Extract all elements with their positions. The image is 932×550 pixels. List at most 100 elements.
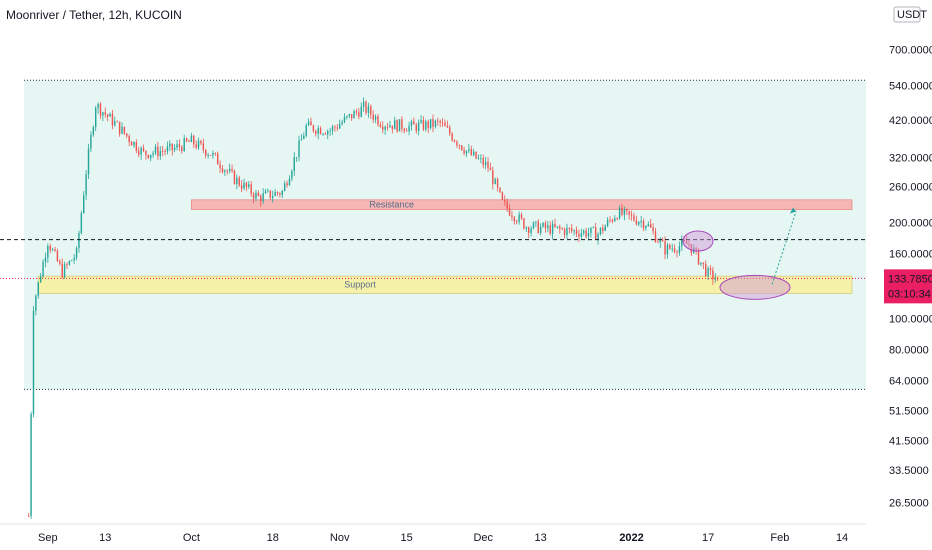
candle [80, 210, 83, 235]
candle [319, 126, 322, 135]
candle [492, 166, 494, 190]
candle [255, 189, 257, 202]
candle-body [334, 126, 336, 128]
currency-box [893, 6, 921, 23]
candle [176, 139, 178, 151]
candle [422, 116, 425, 132]
candle-body [556, 226, 559, 228]
candle-body [506, 201, 508, 209]
candle [49, 243, 51, 254]
candle [305, 123, 307, 138]
candle-body [525, 227, 528, 229]
candle [700, 262, 702, 267]
candle-body [379, 124, 382, 127]
x-tick-label: 13 [535, 532, 547, 544]
candle-body [140, 147, 142, 155]
candle [104, 107, 106, 118]
candle [338, 119, 341, 130]
candle-body [27, 516, 30, 517]
candle [535, 221, 537, 228]
candle-body [664, 241, 666, 255]
candle-body [410, 121, 413, 126]
candle [439, 119, 441, 128]
candle [590, 227, 592, 238]
candle-body [530, 228, 532, 233]
candle [460, 145, 463, 151]
candle [362, 97, 365, 112]
y-tick-label: 260.0000 [889, 181, 932, 193]
candle-body [147, 154, 150, 159]
candle [549, 221, 551, 236]
candle-body [279, 193, 281, 195]
candle-body [606, 219, 609, 226]
candle-body [480, 158, 482, 159]
candle-body [293, 157, 295, 172]
candle [128, 134, 130, 147]
candle [140, 146, 142, 160]
candle-body [214, 152, 217, 154]
x-tick-label: Nov [330, 532, 350, 544]
candle-body [559, 226, 561, 229]
candle-body [66, 264, 68, 266]
candle [614, 214, 616, 223]
candle-body [68, 260, 71, 265]
candle-body [544, 222, 547, 229]
candle-body [681, 239, 683, 247]
candle [295, 157, 298, 162]
y-tick-label: 51.5000 [889, 405, 929, 417]
candle-body [209, 155, 212, 156]
candle-body [396, 120, 398, 132]
candle [307, 118, 310, 126]
candle-body [190, 135, 193, 143]
candle [27, 513, 30, 517]
candle [343, 113, 346, 124]
candle-body [702, 262, 705, 265]
candle [145, 150, 147, 160]
candle-body [657, 242, 659, 243]
x-tick-label: Feb [770, 532, 789, 544]
candle-body [673, 248, 676, 252]
candle [360, 102, 362, 118]
candle [441, 118, 444, 127]
candle-body [690, 244, 693, 253]
candle-body [587, 232, 590, 237]
candle-body [61, 263, 63, 278]
candle [178, 139, 181, 152]
candle [676, 250, 678, 258]
candle [657, 238, 659, 244]
candle-body [348, 114, 350, 117]
candle [228, 163, 231, 174]
candle [30, 411, 32, 520]
candle-body [618, 207, 621, 219]
candle [260, 194, 262, 207]
candle [37, 281, 39, 299]
range-box [24, 80, 866, 390]
candle [527, 226, 530, 239]
candle-body [494, 179, 496, 184]
candle [530, 226, 532, 237]
candle-body [200, 140, 202, 144]
candle [669, 243, 671, 250]
candle-body [291, 171, 293, 179]
candle [59, 259, 61, 266]
candle [135, 139, 138, 154]
candle-body [432, 119, 434, 127]
candle-body [444, 122, 446, 127]
candle-body [511, 215, 513, 218]
candle-body [640, 220, 642, 223]
candle-body [236, 177, 238, 184]
candle [193, 134, 195, 148]
candle-body [212, 152, 214, 156]
candle [446, 120, 449, 128]
candle-body [537, 221, 539, 233]
candle-body [319, 128, 322, 135]
x-tick-label: Sep [38, 532, 58, 544]
candle [288, 175, 291, 186]
candle-body [489, 167, 492, 171]
candle [216, 151, 219, 165]
candle [449, 124, 451, 136]
candle [283, 180, 286, 192]
candle [429, 119, 432, 130]
candle [90, 131, 92, 152]
